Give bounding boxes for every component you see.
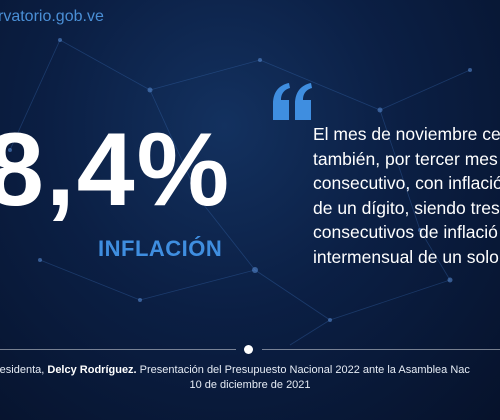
quote-text: El mes de noviembre ce también, por terc… xyxy=(313,122,500,269)
inflation-label: INFLACIÓN xyxy=(98,236,223,261)
quote-line: también, por tercer mes xyxy=(313,148,498,169)
quote-line: de un dígito, siendo tres xyxy=(313,197,500,218)
caption-event: Presentación del Presupuesto Nacional 20… xyxy=(136,364,470,376)
quote-open-icon xyxy=(273,83,312,120)
inflation-value: 8,4% xyxy=(0,112,232,228)
caption-source-line: residenta, Delcy Rodríguez. Presentación… xyxy=(0,363,470,378)
caption: residenta, Delcy Rodríguez. Presentación… xyxy=(0,363,500,403)
quote-line: consecutivo, con inflació xyxy=(313,173,500,193)
divider-line-right xyxy=(262,349,500,350)
caption-date: 10 de diciembre de 2021 xyxy=(189,379,311,391)
quote-line: El mes de noviembre ce xyxy=(313,124,500,144)
caption-prefix: residenta, xyxy=(0,364,48,376)
website-url: rvatorio.gob.ve xyxy=(0,8,104,25)
caption-speaker: Delcy Rodríguez. xyxy=(47,364,137,376)
divider-line-left xyxy=(0,349,236,350)
quote-line: consecutivos de inflació xyxy=(313,222,498,242)
quote-line: intermensual de un solo xyxy=(313,246,499,267)
divider-dot xyxy=(244,345,253,354)
